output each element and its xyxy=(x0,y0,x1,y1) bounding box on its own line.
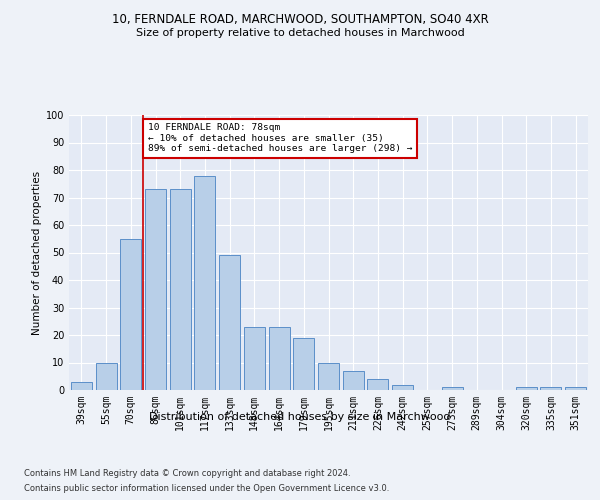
Bar xyxy=(71,382,92,390)
Text: Distribution of detached houses by size in Marchwood: Distribution of detached houses by size … xyxy=(149,412,451,422)
Bar xyxy=(219,255,240,390)
Bar xyxy=(343,371,364,390)
Bar xyxy=(565,387,586,390)
Bar xyxy=(442,387,463,390)
Bar xyxy=(170,189,191,390)
Bar xyxy=(541,387,562,390)
Bar xyxy=(145,189,166,390)
Y-axis label: Number of detached properties: Number of detached properties xyxy=(32,170,41,334)
Bar xyxy=(194,176,215,390)
Text: 10 FERNDALE ROAD: 78sqm
← 10% of detached houses are smaller (35)
89% of semi-de: 10 FERNDALE ROAD: 78sqm ← 10% of detache… xyxy=(148,123,412,153)
Bar xyxy=(367,379,388,390)
Bar xyxy=(318,362,339,390)
Text: 10, FERNDALE ROAD, MARCHWOOD, SOUTHAMPTON, SO40 4XR: 10, FERNDALE ROAD, MARCHWOOD, SOUTHAMPTO… xyxy=(112,12,488,26)
Text: Contains HM Land Registry data © Crown copyright and database right 2024.: Contains HM Land Registry data © Crown c… xyxy=(24,469,350,478)
Bar xyxy=(120,239,141,390)
Text: Contains public sector information licensed under the Open Government Licence v3: Contains public sector information licen… xyxy=(24,484,389,493)
Bar xyxy=(95,362,116,390)
Bar xyxy=(269,327,290,390)
Bar xyxy=(244,327,265,390)
Bar xyxy=(516,387,537,390)
Text: Size of property relative to detached houses in Marchwood: Size of property relative to detached ho… xyxy=(136,28,464,38)
Bar xyxy=(293,338,314,390)
Bar xyxy=(392,384,413,390)
